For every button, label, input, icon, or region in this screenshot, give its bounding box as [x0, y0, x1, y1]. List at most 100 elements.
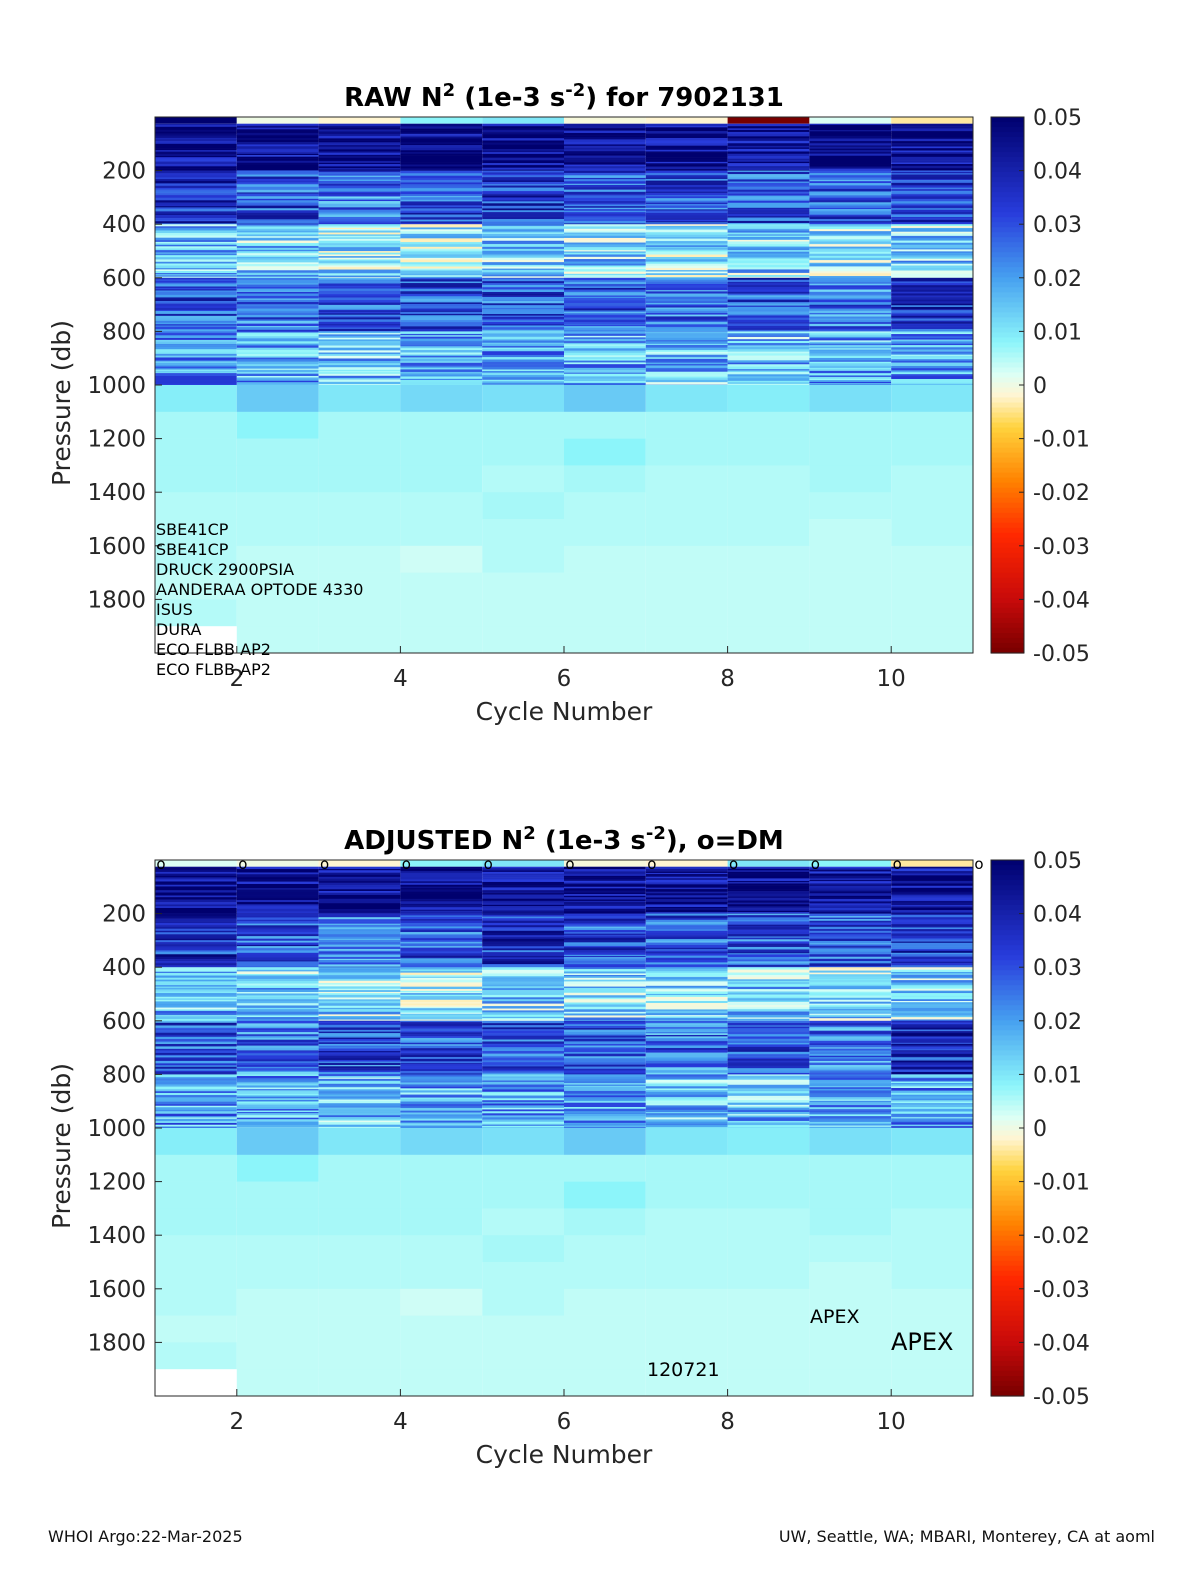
heatmap-cell [727, 976, 810, 980]
heatmap-cell [236, 1074, 319, 1077]
heatmap-cell [318, 1098, 401, 1100]
heatmap-cell [318, 170, 401, 173]
heatmap-cell [727, 1072, 810, 1075]
heatmap-cell [564, 125, 646, 129]
heatmap-cell [236, 1369, 319, 1397]
heatmap-cell [891, 372, 973, 375]
heatmap-cell [318, 438, 401, 466]
x-tick-label: 8 [720, 1409, 735, 1435]
heatmap-cell [400, 168, 483, 171]
colorbar-segment [991, 477, 1024, 484]
colorbar-segment [991, 627, 1024, 634]
heatmap-cell [236, 361, 319, 365]
heatmap-cell [809, 306, 892, 309]
heatmap-cell [236, 877, 319, 880]
heatmap-cell [645, 335, 728, 339]
heatmap-cell [891, 248, 973, 250]
heatmap-cell [645, 952, 728, 954]
heatmap-cell [891, 952, 973, 955]
heatmap-cell [891, 180, 973, 182]
heatmap-cell [155, 1058, 237, 1062]
heatmap-cell [891, 226, 973, 229]
heatmap-cell [318, 1000, 401, 1004]
heatmap-cell [318, 209, 401, 213]
heatmap-cell [891, 939, 973, 942]
heatmap-cell [809, 976, 892, 980]
heatmap-cell [482, 1095, 564, 1098]
colorbar-segment [991, 1090, 1024, 1097]
heatmap-cell [727, 353, 810, 356]
heatmap-cell [809, 1028, 892, 1031]
heatmap-cell [809, 879, 892, 882]
heatmap-cell [564, 892, 646, 895]
heatmap-cell [155, 216, 237, 219]
heatmap-cell [400, 1040, 483, 1044]
heatmap-cell [155, 1084, 237, 1087]
heatmap-cells [155, 860, 973, 1397]
heatmap-cell [318, 1076, 401, 1078]
heatmap-cell [891, 181, 973, 184]
heatmap-cell [564, 199, 646, 202]
heatmap-cell [318, 279, 401, 282]
heatmap-cell [482, 147, 564, 150]
heatmap-cell [809, 1114, 892, 1117]
heatmap-cell [564, 1070, 646, 1074]
heatmap-cell [645, 1058, 728, 1062]
heatmap-cell [809, 870, 892, 872]
heatmap-cell [564, 117, 646, 124]
heatmap-cell [891, 1017, 973, 1020]
heatmap-cell [400, 943, 483, 947]
heatmap-cell [400, 967, 483, 970]
heatmap-cell [155, 1036, 237, 1040]
heatmap-cell [645, 940, 728, 943]
heatmap-cell [564, 195, 646, 199]
colorbar-segment [991, 1135, 1024, 1142]
heatmap-cell [482, 871, 564, 874]
colorbar-tick-label: 0.05 [1033, 849, 1082, 874]
heatmap-cell [400, 210, 483, 214]
heatmap-cell [318, 254, 401, 257]
heatmap-cell [809, 242, 892, 245]
heatmap-cell [809, 205, 892, 209]
heatmap-cell [400, 273, 483, 276]
heatmap-cell [236, 130, 319, 132]
heatmap-cell [236, 572, 319, 600]
heatmap-cell [482, 1208, 564, 1236]
heatmap-cell [727, 949, 810, 953]
heatmap-cell [155, 1024, 237, 1026]
heatmap-cell [318, 123, 401, 127]
heatmap-cell [564, 1095, 646, 1098]
heatmap-cell [891, 295, 973, 298]
heatmap-cell [564, 1037, 646, 1040]
heatmap-cell [400, 1037, 483, 1041]
heatmap-cell [400, 932, 483, 935]
heatmap-cell [809, 1051, 892, 1055]
heatmap-cell [564, 1125, 646, 1128]
heatmap-cell [318, 975, 401, 978]
heatmap-cell [891, 233, 973, 237]
heatmap-cell [645, 140, 728, 144]
heatmap-cell [236, 913, 319, 917]
heatmap-cell [400, 208, 483, 211]
heatmap-cell [809, 967, 892, 970]
y-axis-label: Pressure (db) [47, 320, 76, 486]
heatmap-cell [318, 149, 401, 152]
colorbar-segment [991, 1220, 1024, 1227]
heatmap-cell [318, 882, 401, 886]
heatmap-cell [400, 1049, 483, 1052]
heatmap-cell [645, 204, 728, 206]
heatmap-cell [318, 158, 401, 161]
heatmap-cell [645, 243, 728, 246]
heatmap-cell [400, 128, 483, 131]
heatmap-cell [564, 370, 646, 373]
heatmap-cell [155, 1128, 237, 1156]
heatmap-cell [236, 186, 319, 190]
heatmap-cell [236, 1181, 319, 1209]
heatmap-cell [400, 365, 483, 367]
heatmap-cell [564, 992, 646, 996]
colorbar-segment [991, 875, 1024, 881]
heatmap-cell [891, 1029, 973, 1032]
heatmap-cell [891, 866, 973, 869]
heatmap-cell [809, 1109, 892, 1111]
heatmap-cell [809, 995, 892, 999]
